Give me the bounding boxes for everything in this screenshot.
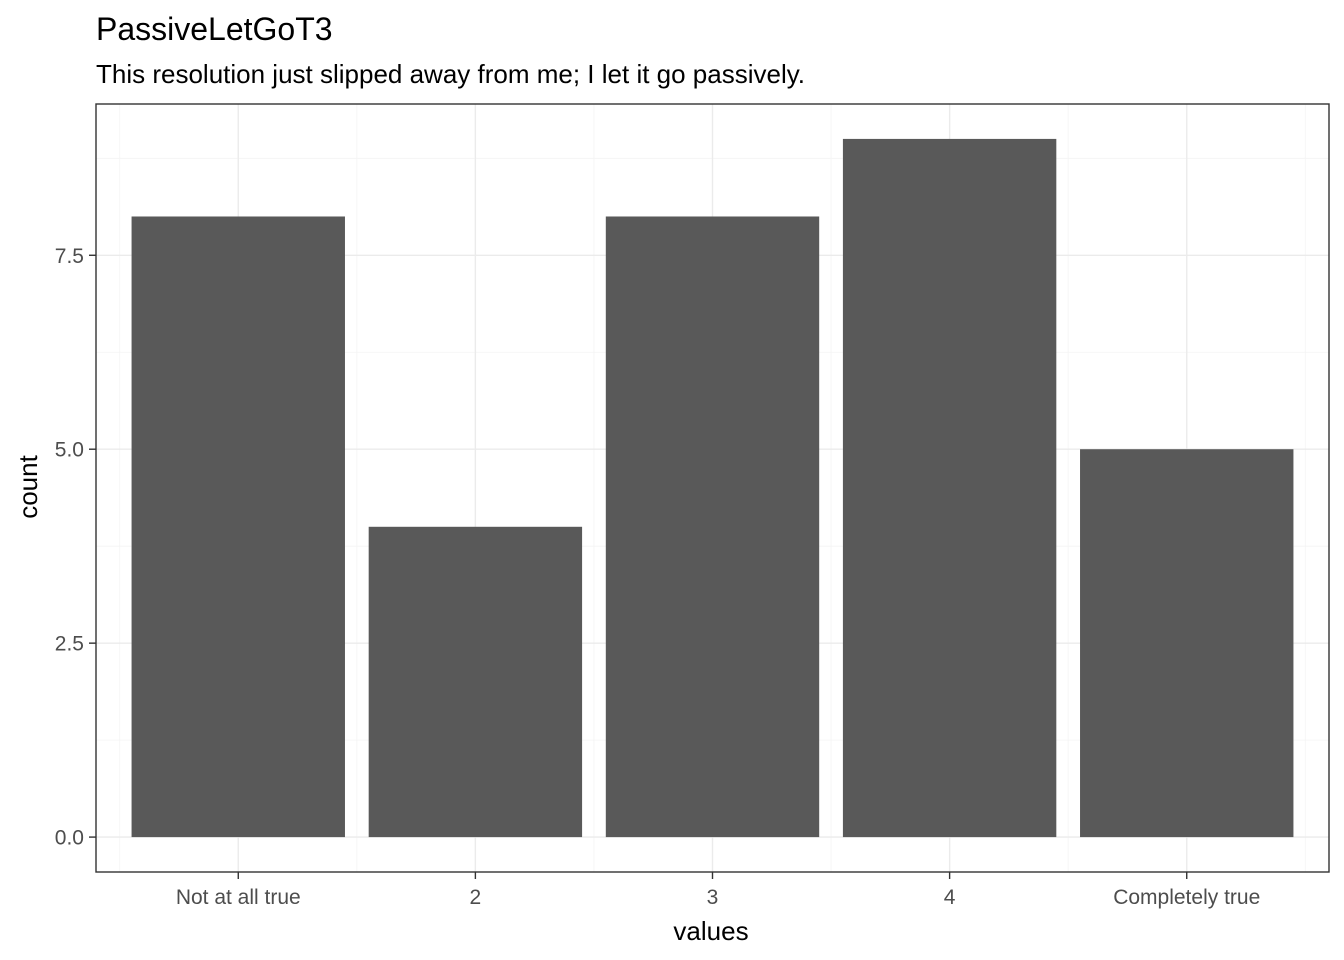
x-tick-label: 3 xyxy=(707,886,719,909)
x-axis-label: values xyxy=(673,916,748,946)
bar-completely-true xyxy=(1080,449,1294,838)
chart-subtitle: This resolution just slipped away from m… xyxy=(96,59,805,89)
bar-2 xyxy=(368,526,583,838)
y-axis-label: count xyxy=(13,454,43,518)
y-tick-label: 5.0 xyxy=(55,439,84,462)
x-tick-label: Completely true xyxy=(1113,886,1260,909)
y-axis-ticks: 0.0 2.5 5.0 7.5 xyxy=(55,245,96,850)
x-tick-label: Not at all true xyxy=(176,886,301,909)
bar-4 xyxy=(842,138,1057,838)
x-tick-label: 2 xyxy=(470,886,482,909)
y-tick-label: 0.0 xyxy=(55,827,84,850)
y-tick-label: 7.5 xyxy=(55,245,84,268)
x-axis-ticks: Not at all true 2 3 4 Completely true xyxy=(176,872,1260,909)
y-tick-label: 2.5 xyxy=(55,633,84,656)
chart-title: PassiveLetGoT3 xyxy=(96,11,333,47)
bar-3 xyxy=(605,216,820,838)
bar-not-at-all-true xyxy=(131,216,345,838)
x-tick-label: 4 xyxy=(944,886,956,909)
bars xyxy=(131,138,1294,838)
